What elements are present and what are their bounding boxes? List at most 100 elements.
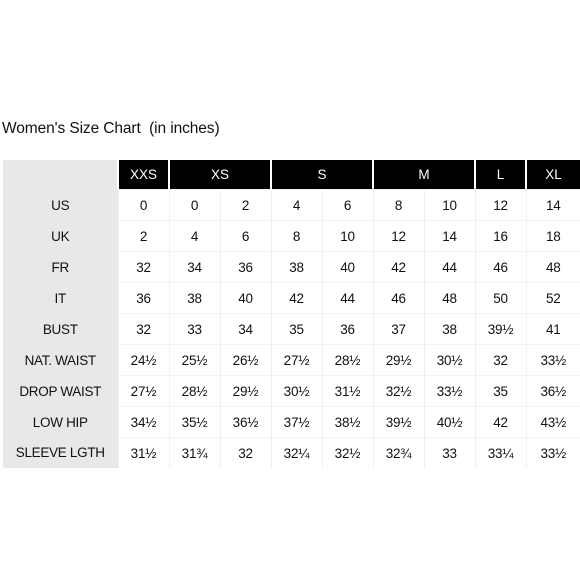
table-cell: 37½ <box>270 406 323 438</box>
table-cell: 33 <box>423 437 476 468</box>
table-cell: 33 <box>168 313 220 345</box>
table-cell: 40 <box>321 251 374 283</box>
row-label: UK <box>3 220 118 252</box>
table-cell: 10 <box>423 189 476 221</box>
table-cell: 29½ <box>372 344 425 376</box>
size-header-xxs: XXS <box>117 160 169 190</box>
size-header-xl: XL <box>525 160 580 190</box>
table-cell: 36 <box>117 282 169 314</box>
table-cell: 42 <box>372 251 425 283</box>
table-cell: 32 <box>117 251 169 283</box>
row-label: SLEEVE LGTH <box>3 437 118 468</box>
table-cell: 36½ <box>219 406 272 438</box>
table-cell: 32½ <box>321 437 374 468</box>
row-label: US <box>3 189 118 221</box>
size-header-xs: XS <box>167 160 272 190</box>
table-cell: 27½ <box>270 344 323 376</box>
table-row: FR 32 34 36 38 40 42 44 46 48 <box>3 251 580 283</box>
table-cell: 28½ <box>168 375 220 407</box>
table-cell: 46 <box>372 282 425 314</box>
table-row: BUST 32 33 34 35 36 37 38 39½ 41 <box>3 313 580 345</box>
table-cell: 44 <box>423 251 476 283</box>
row-label: BUST <box>3 313 118 345</box>
table-cell: 14 <box>525 189 580 221</box>
table-cell: 38 <box>270 251 323 283</box>
table-cell: 36 <box>321 313 374 345</box>
table-cell: 4 <box>270 189 323 221</box>
table-cell: 26½ <box>219 344 272 376</box>
table-cell: 6 <box>321 189 374 221</box>
table-cell: 34 <box>219 313 272 345</box>
table-row: LOW HIP 34½ 35½ 36½ 37½ 38½ 39½ 40½ 42 43½ <box>3 406 580 438</box>
row-label: IT <box>3 282 118 314</box>
table-cell: 38½ <box>321 406 374 438</box>
table-cell: 32 <box>219 437 272 468</box>
table-cell: 33¼ <box>474 437 527 468</box>
size-header-m: M <box>372 160 476 190</box>
table-cell: 12 <box>474 189 527 221</box>
table-cell: 33½ <box>525 344 580 376</box>
table-cell: 4 <box>168 220 220 252</box>
table-cell: 35½ <box>168 406 220 438</box>
table-cell: 38 <box>168 282 220 314</box>
table-cell: 8 <box>372 189 425 221</box>
table-row: US 0 0 2 4 6 8 10 12 14 <box>3 189 580 221</box>
table-cell: 40 <box>219 282 272 314</box>
table-cell: 36½ <box>525 375 580 407</box>
size-header-s: S <box>270 160 374 190</box>
table-cell: 34 <box>168 251 220 283</box>
table-cell: 48 <box>423 282 476 314</box>
table-row: DROP WAIST 27½ 28½ 29½ 30½ 31½ 32½ 33½ 35 36½ <box>3 375 580 407</box>
size-chart-table: XXS XS S M L XL US 0 0 2 4 6 8 10 12 14 UK 2 4 6 8 10 12… <box>3 160 580 468</box>
table-cell: 35 <box>270 313 323 345</box>
table-cell: 40½ <box>423 406 476 438</box>
table-cell: 6 <box>219 220 272 252</box>
chart-title: Women's Size Chart (in inches) <box>2 120 220 137</box>
table-cell: 30½ <box>423 344 476 376</box>
table-cell: 28½ <box>321 344 374 376</box>
table-cell: 41 <box>525 313 580 345</box>
table-cell: 32 <box>117 313 169 345</box>
table-cell: 31½ <box>117 437 169 468</box>
table-row: UK 2 4 6 8 10 12 14 16 18 <box>3 220 580 252</box>
table-cell: 34½ <box>117 406 169 438</box>
table-cell: 31¾ <box>168 437 220 468</box>
table-cell: 29½ <box>219 375 272 407</box>
table-cell: 46 <box>474 251 527 283</box>
table-row: IT 36 38 40 42 44 46 48 50 52 <box>3 282 580 314</box>
table-cell: 10 <box>321 220 374 252</box>
table-cell: 33½ <box>423 375 476 407</box>
table-cell: 32¼ <box>270 437 323 468</box>
row-label: DROP WAIST <box>3 375 118 407</box>
table-cell: 14 <box>423 220 476 252</box>
size-table-body: US 0 0 2 4 6 8 10 12 14 UK 2 4 6 8 10 12 14 16 18 FR 32 34 36 38… <box>3 189 580 468</box>
table-cell: 35 <box>474 375 527 407</box>
table-cell: 42 <box>270 282 323 314</box>
table-cell: 8 <box>270 220 323 252</box>
table-cell: 36 <box>219 251 272 283</box>
table-cell: 50 <box>474 282 527 314</box>
table-cell: 43½ <box>525 406 580 438</box>
table-cell: 18 <box>525 220 580 252</box>
table-cell: 42 <box>474 406 527 438</box>
row-label: FR <box>3 251 118 283</box>
size-header-row: XXS XS S M L XL <box>3 160 580 190</box>
header-corner <box>3 160 118 190</box>
table-cell: 0 <box>117 189 169 221</box>
table-cell: 32¾ <box>372 437 425 468</box>
table-cell: 39½ <box>474 313 527 345</box>
row-label: LOW HIP <box>3 406 118 438</box>
table-cell: 32 <box>474 344 527 376</box>
table-cell: 24½ <box>117 344 169 376</box>
table-cell: 38 <box>423 313 476 345</box>
table-cell: 44 <box>321 282 374 314</box>
table-cell: 25½ <box>168 344 220 376</box>
size-header-l: L <box>474 160 527 190</box>
table-row: SLEEVE LGTH 31½ 31¾ 32 32¼ 32½ 32¾ 33 33¼ 33½ <box>3 437 580 468</box>
table-cell: 31½ <box>321 375 374 407</box>
table-cell: 48 <box>525 251 580 283</box>
table-cell: 2 <box>117 220 169 252</box>
table-cell: 0 <box>168 189 220 221</box>
table-cell: 33½ <box>525 437 580 468</box>
table-cell: 27½ <box>117 375 169 407</box>
